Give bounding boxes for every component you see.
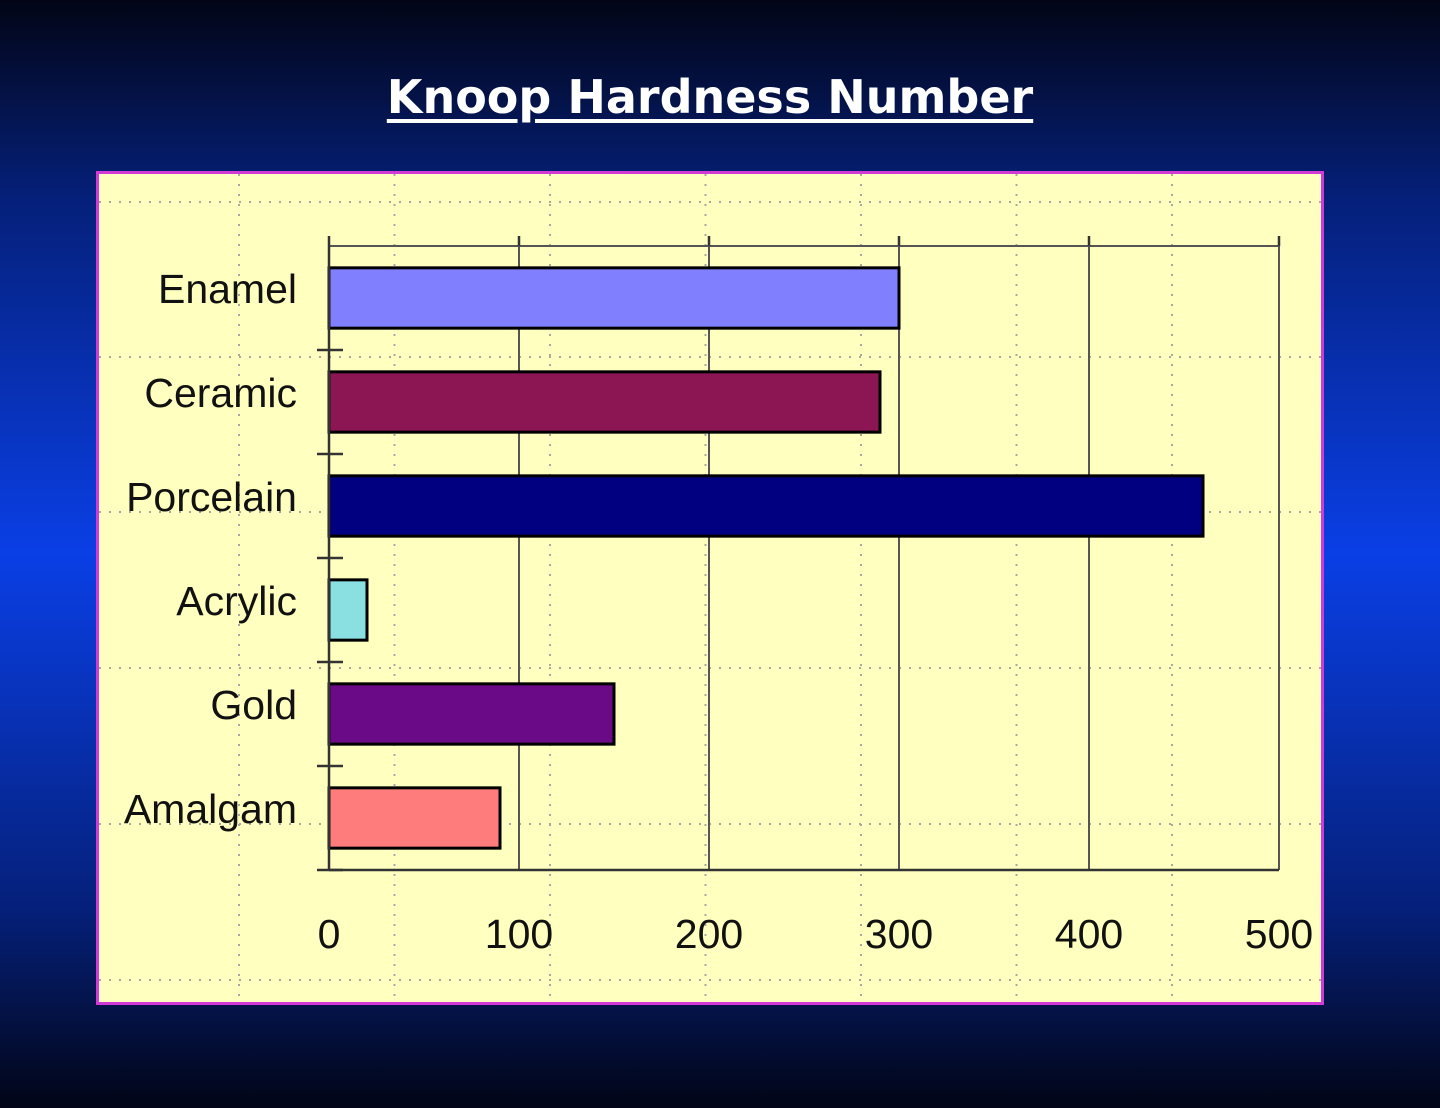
- bar-amalgam: [327, 786, 502, 850]
- category-label: Gold: [210, 682, 297, 728]
- x-tick-label: 0: [318, 911, 341, 957]
- bar-gold: [327, 682, 616, 746]
- category-label: Acrylic: [176, 578, 297, 624]
- bar-ceramic: [327, 370, 882, 434]
- x-tick-label: 500: [1245, 911, 1313, 957]
- category-label: Porcelain: [126, 474, 297, 520]
- x-tick-label: 400: [1055, 911, 1123, 957]
- bar-enamel: [327, 266, 901, 330]
- bar-porcelain: [327, 474, 1205, 538]
- category-label: Ceramic: [144, 370, 297, 416]
- x-tick-label: 300: [865, 911, 933, 957]
- category-label: Amalgam: [124, 786, 297, 832]
- bar-acrylic: [327, 578, 369, 642]
- chart-panel: Enamel Ceramic Porcelain Acrylic Gold Amalgam…: [96, 171, 1324, 1005]
- x-tick-label: 200: [675, 911, 743, 957]
- category-label: Enamel: [158, 266, 297, 312]
- bar-chart: Enamel Ceramic Porcelain Acrylic Gold Amalgam…: [99, 174, 1321, 1002]
- chart-title: Knoop Hardness Number: [386, 70, 1034, 124]
- x-tick-label: 100: [485, 911, 553, 957]
